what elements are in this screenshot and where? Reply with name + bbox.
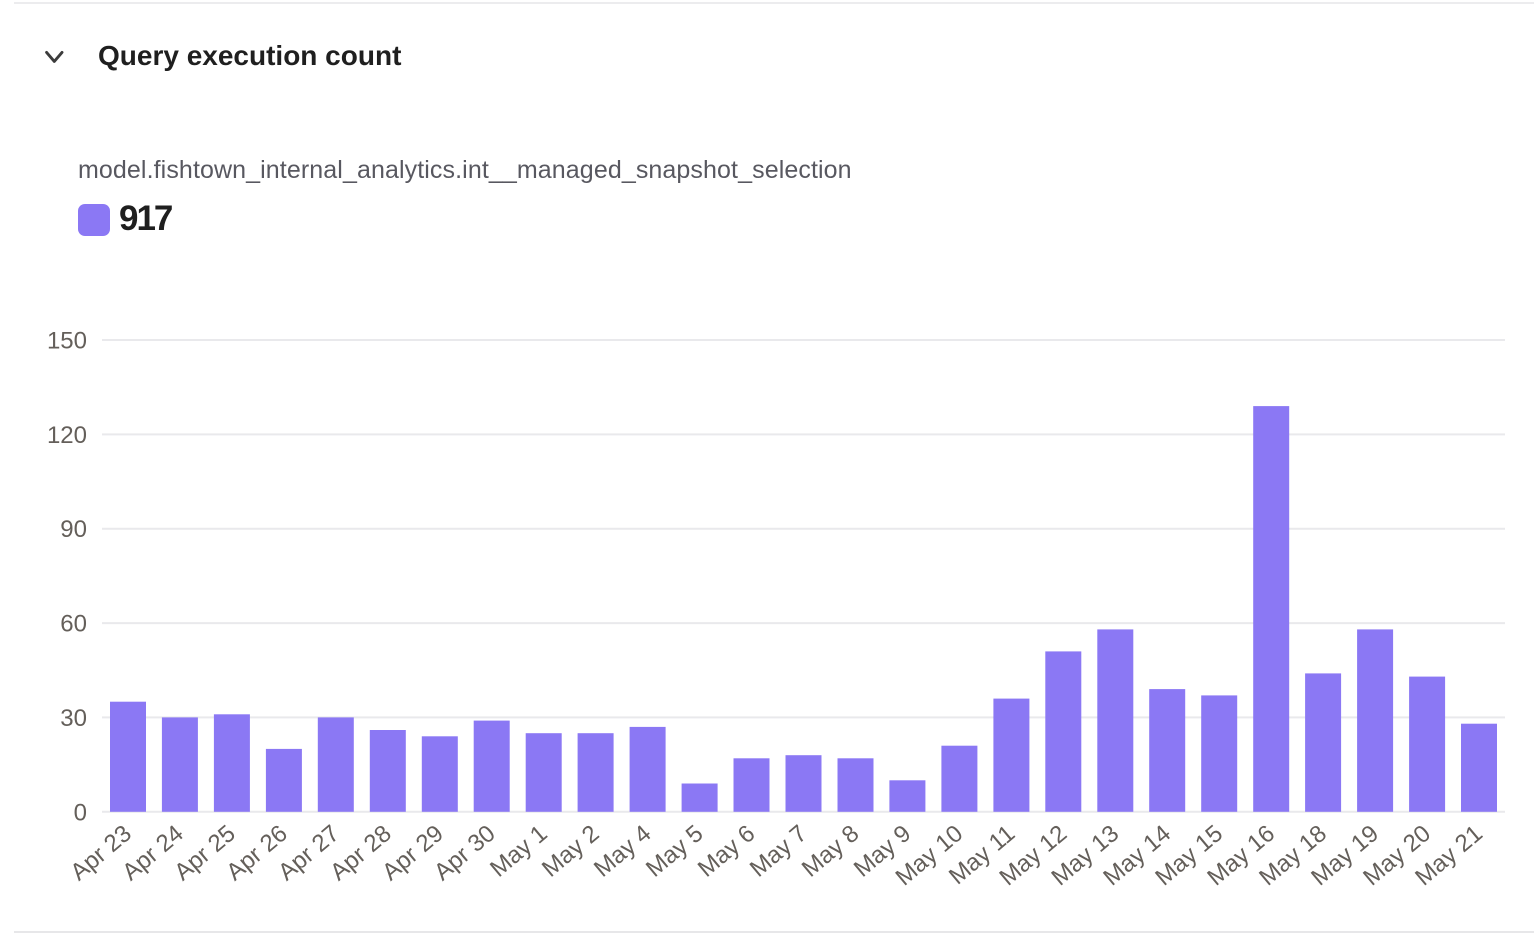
svg-text:60: 60 <box>60 611 87 638</box>
svg-text:Apr 30: Apr 30 <box>429 820 501 886</box>
svg-text:May 6: May 6 <box>693 820 760 883</box>
svg-text:May 8: May 8 <box>797 820 864 883</box>
svg-text:30: 30 <box>60 705 87 732</box>
svg-text:90: 90 <box>60 516 87 543</box>
svg-text:May 4: May 4 <box>589 820 656 883</box>
svg-text:May 1: May 1 <box>485 820 552 883</box>
svg-text:May 2: May 2 <box>537 820 604 883</box>
svg-text:150: 150 <box>47 328 87 355</box>
svg-text:0: 0 <box>74 799 87 826</box>
svg-text:120: 120 <box>47 422 87 449</box>
svg-text:May 7: May 7 <box>745 820 812 883</box>
svg-text:May 5: May 5 <box>641 820 708 883</box>
